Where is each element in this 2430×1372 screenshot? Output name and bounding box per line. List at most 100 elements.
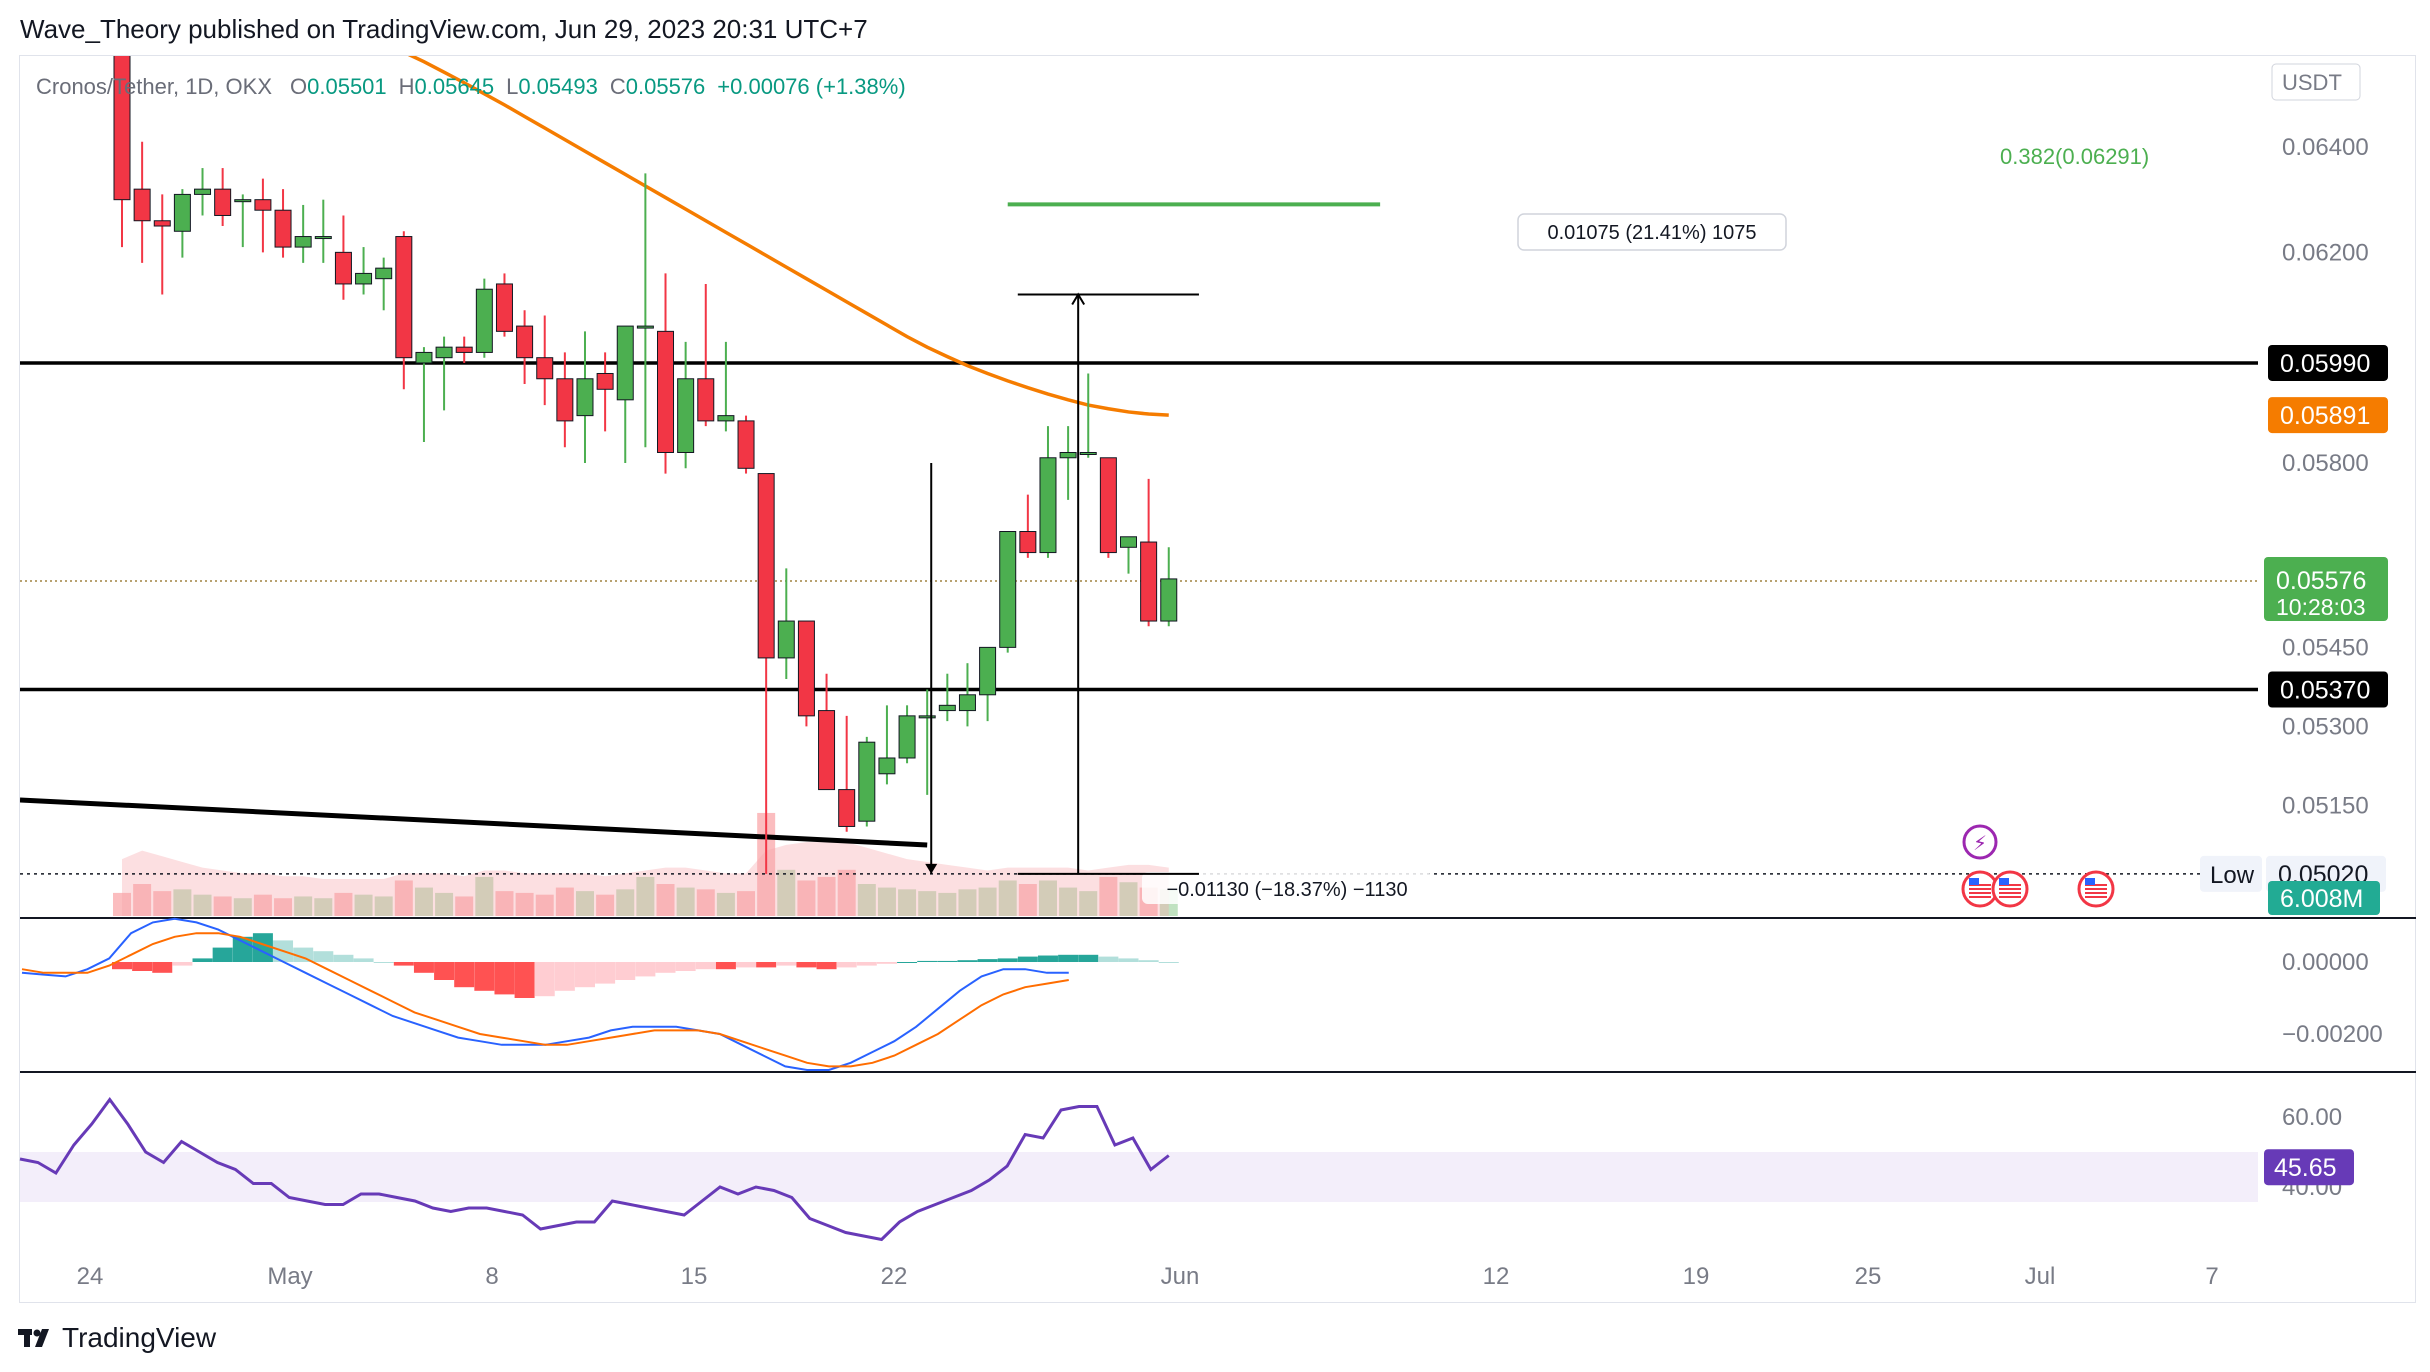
- ma-price-tag-box: [2268, 397, 2388, 434]
- macd-histogram-bar: [494, 962, 515, 995]
- symbol-info: Cronos/Tether, 1D, OKX O0.05501 H0.05645 L0…: [36, 74, 906, 99]
- volume-average-area: [122, 842, 1169, 916]
- volume-bar: [837, 869, 856, 916]
- currency-label: USDT: [2282, 70, 2342, 95]
- lightning-icon: [1962, 824, 1998, 860]
- volume-bar: [857, 884, 876, 916]
- volume-bar: [777, 869, 796, 916]
- volume-bar: [435, 892, 454, 916]
- volume-bar: [898, 889, 917, 916]
- macd-histogram-bar: [876, 962, 897, 964]
- macd-histogram-bar: [1098, 956, 1119, 962]
- x-tick-label: 12: [1483, 1263, 1510, 1290]
- x-tick-label: Jun: [1161, 1263, 1200, 1290]
- candle-body: [838, 789, 856, 827]
- candle-body: [194, 188, 212, 195]
- macd-histogram-bar: [1017, 956, 1038, 962]
- volume-bar: [575, 891, 594, 916]
- candle-body: [677, 378, 695, 453]
- candle-body: [596, 372, 614, 390]
- measure-up-label-box: [1517, 213, 1787, 251]
- macd-histogram-bar: [615, 962, 636, 980]
- low-key-label: Low: [2210, 862, 2255, 889]
- macd-histogram-bar: [1058, 954, 1079, 962]
- macd-histogram-bar: [1078, 954, 1099, 962]
- volume-bar: [515, 892, 534, 916]
- us-flag-icon: [1991, 870, 2029, 908]
- volume-bar: [133, 884, 152, 916]
- lightning-icon: ⚡: [1973, 833, 1987, 855]
- macd-histogram-bar: [313, 951, 334, 962]
- price-tick-label: 0.06400: [2282, 134, 2369, 161]
- volume-bar: [173, 889, 192, 916]
- macd-histogram-bar: [132, 962, 153, 971]
- candle-body: [536, 357, 554, 380]
- macd-histogram-bar: [574, 962, 595, 988]
- macd-histogram-bar: [192, 958, 213, 962]
- volume-bar: [535, 894, 554, 916]
- x-tick-label: 22: [881, 1263, 908, 1290]
- macd-histogram-bar: [353, 958, 374, 962]
- chart-frame: [19, 55, 2416, 1303]
- candle-body: [1099, 457, 1117, 554]
- volume-bar: [113, 892, 131, 916]
- candle-body: [355, 272, 373, 285]
- macd-histogram-bar: [715, 962, 736, 970]
- candle-body: [516, 325, 534, 359]
- x-tick-label: 19: [1683, 1263, 1710, 1290]
- volume-bar: [455, 896, 474, 916]
- measure-up-label: 0.01075 (21.41%) 1075: [1547, 222, 1756, 244]
- resistance-price-tag-box: [2268, 344, 2388, 381]
- macd-histogram-bar: [474, 962, 495, 991]
- candle-body: [636, 325, 654, 329]
- macd-tick-label: 0.00000: [2282, 949, 2369, 976]
- candle-body: [133, 188, 151, 222]
- price-tick-label: 0.05300: [2282, 713, 2369, 740]
- candle-body: [1160, 578, 1178, 622]
- rsi-tag: 45.65: [2274, 1154, 2337, 1182]
- volume-bar: [555, 887, 574, 916]
- macd-histogram-bar: [836, 962, 857, 968]
- candle-body: [757, 473, 775, 659]
- volume-bar: [1018, 884, 1037, 916]
- candle-body: [576, 378, 594, 417]
- volume-bar: [495, 891, 514, 916]
- candle-body: [1079, 451, 1097, 455]
- macd-histogram-bar: [635, 962, 656, 977]
- macd-histogram-bar: [937, 960, 958, 962]
- candle-body: [898, 715, 916, 759]
- volume-bar: [737, 891, 756, 916]
- candle-body: [556, 378, 574, 422]
- price-tick-label: 0.05150: [2282, 792, 2369, 819]
- macd-histogram-bar: [796, 962, 817, 968]
- macd-histogram-bar: [514, 962, 535, 998]
- candle-body: [616, 325, 634, 401]
- countdown-tag: 10:28:03: [2276, 594, 2366, 620]
- macd-histogram-bar: [112, 962, 132, 970]
- volume-bar: [374, 896, 393, 916]
- volume-bar: [676, 887, 695, 916]
- macd-histogram-bar: [776, 962, 797, 966]
- trend-line: [20, 797, 928, 848]
- candle-body: [435, 346, 453, 359]
- macd-histogram-bar: [333, 954, 354, 962]
- candle-body: [797, 620, 815, 717]
- measure-up-arrow-icon: [1071, 292, 1086, 305]
- candle-body: [173, 193, 191, 232]
- x-tick-label: 15: [681, 1263, 708, 1290]
- candle-body: [1140, 541, 1158, 622]
- candle-body: [878, 757, 896, 775]
- candle-body: [1019, 531, 1037, 554]
- volume-bar: [193, 894, 212, 916]
- resistance-price-tag: 0.05990: [2280, 350, 2370, 378]
- macd-histogram-bar: [373, 962, 394, 963]
- x-tick-label: May: [267, 1263, 312, 1290]
- publisher-header: Wave_Theory published on TradingView.com…: [20, 14, 868, 44]
- volume-bar: [877, 887, 896, 916]
- moving-average-line: [407, 56, 1169, 417]
- volume-bar: [817, 876, 836, 916]
- ma-price-tag: 0.05891: [2280, 402, 2370, 430]
- macd-histogram-bar: [212, 947, 233, 962]
- macd-histogram-bar: [957, 960, 978, 962]
